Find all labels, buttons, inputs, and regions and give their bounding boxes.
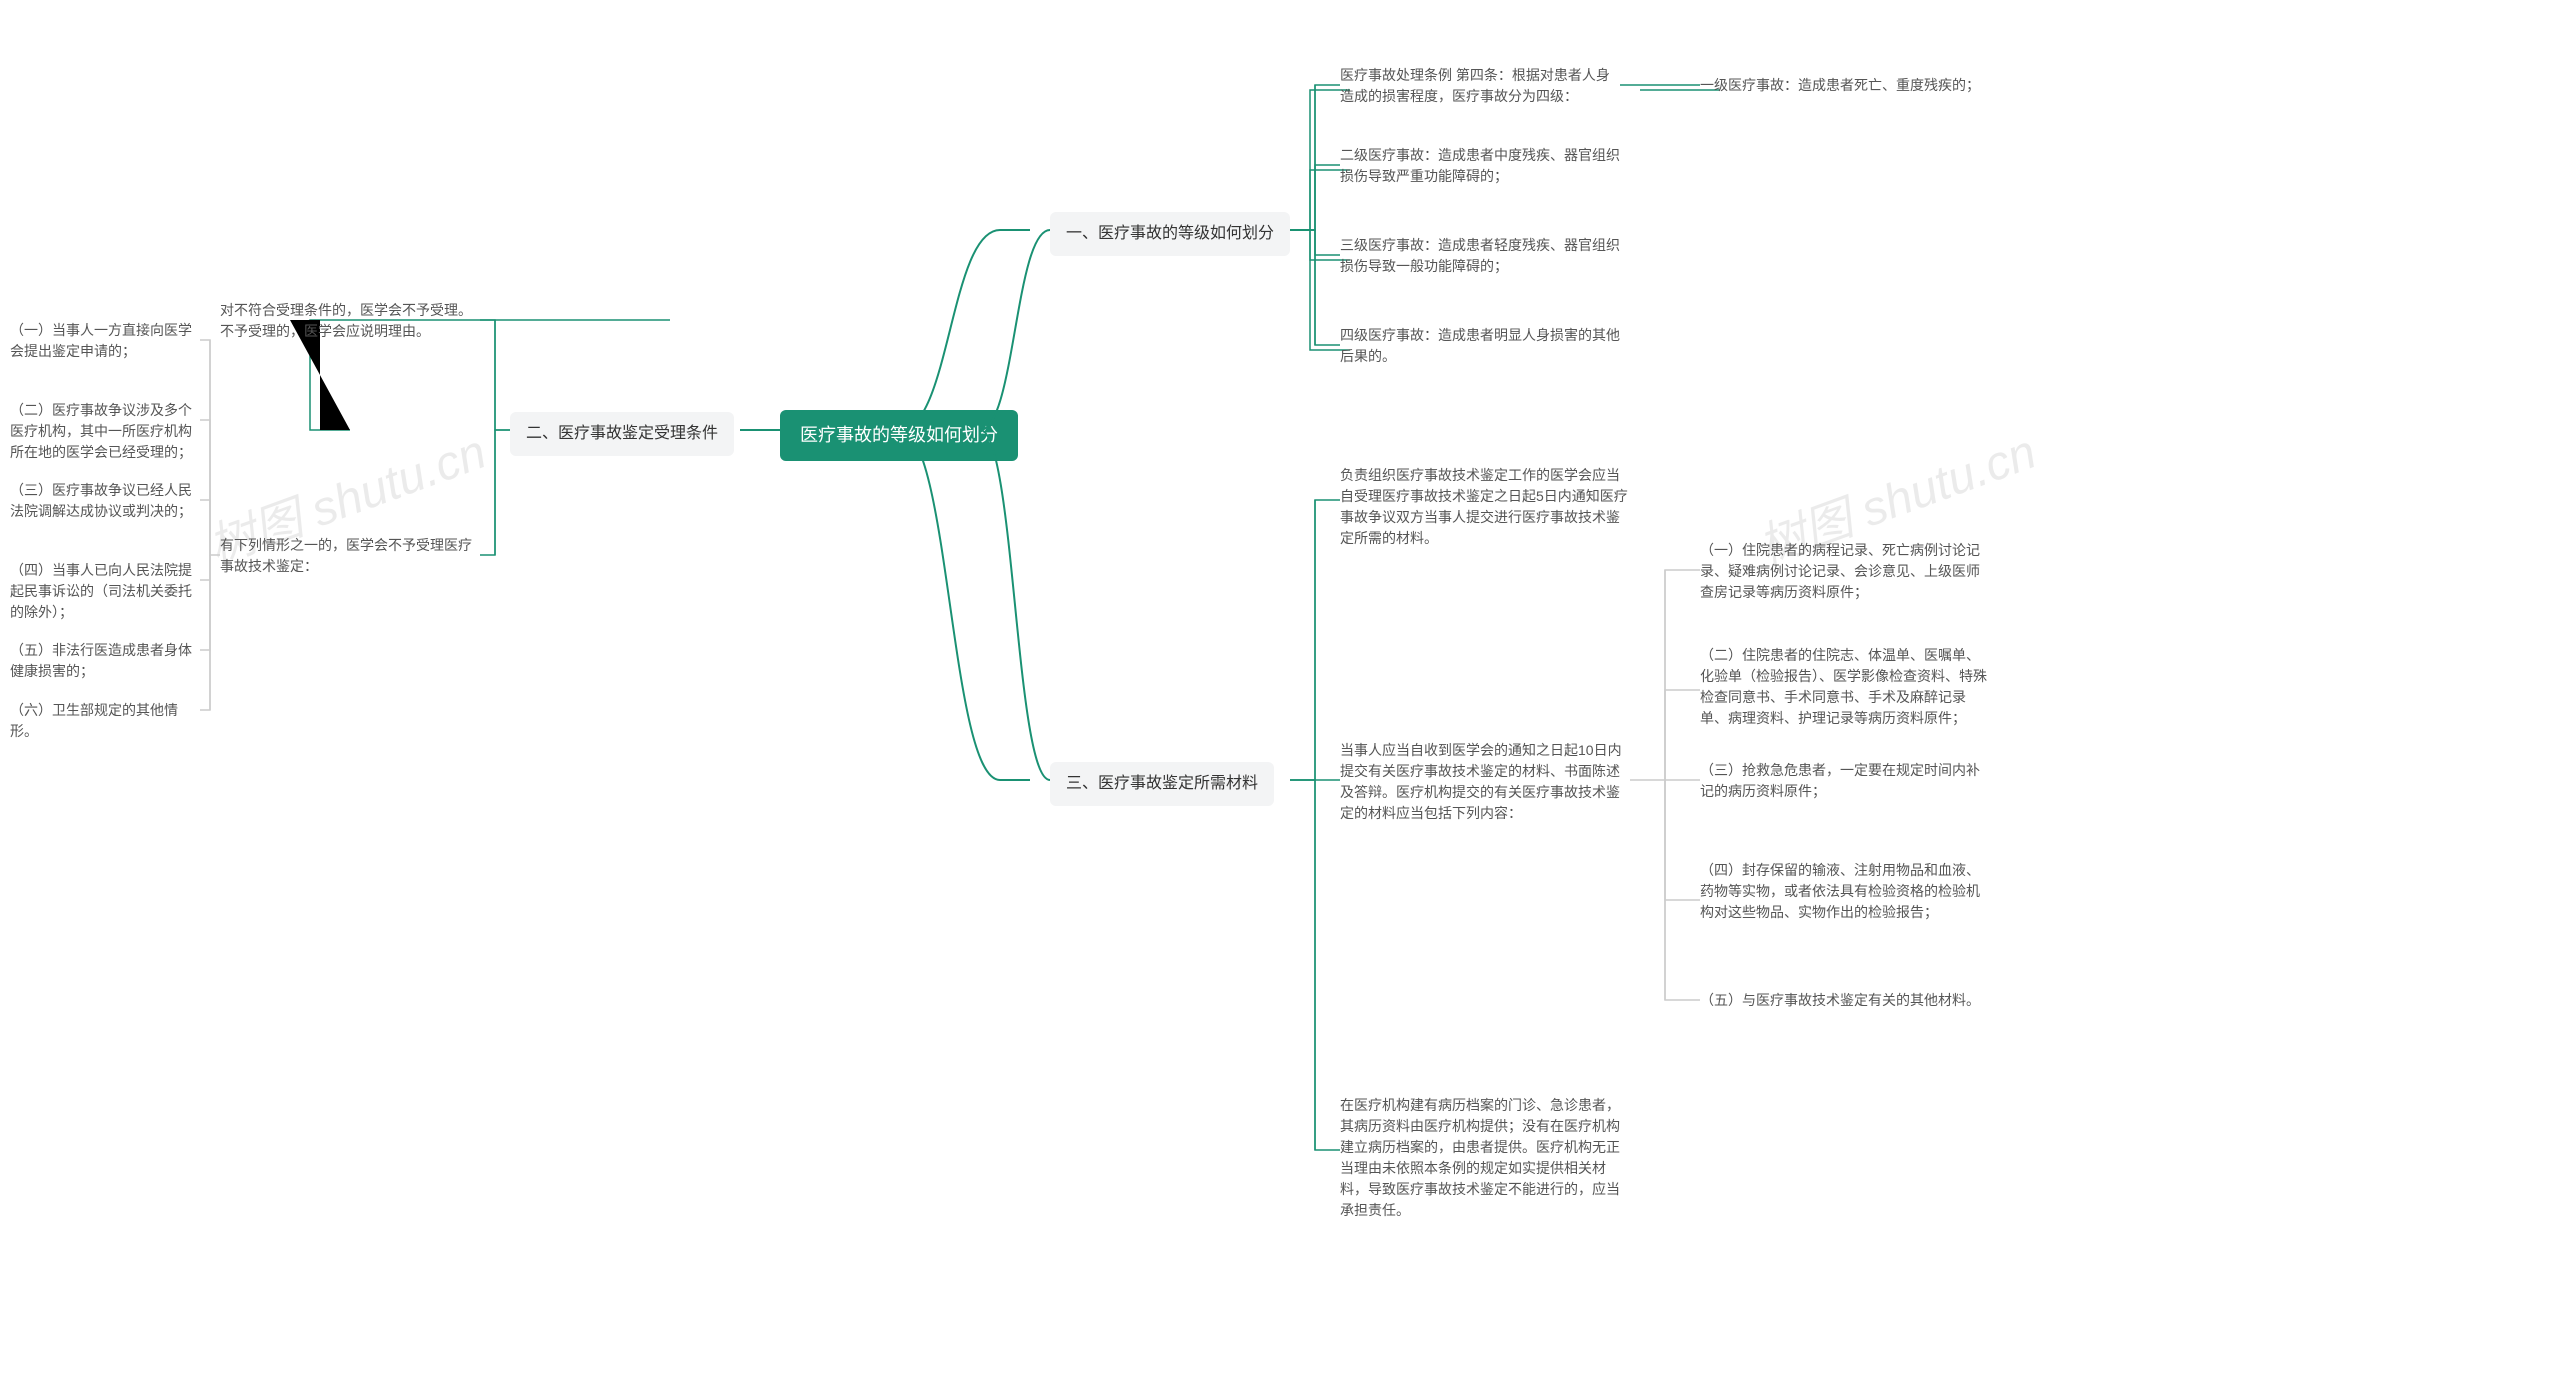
- r3-n2-c2: （二）住院患者的住院志、体温单、医嘱单、化验单（检验报告）、医学影像检查资料、特…: [1700, 645, 1990, 729]
- r1-n4: 四级医疗事故：造成患者明显人身损害的其他后果的。: [1340, 325, 1620, 367]
- l2-n2-c4: （四）当事人已向人民法院提起民事诉讼的（司法机关委托的除外）；: [10, 560, 200, 623]
- connectors-2: [0, 0, 2560, 1373]
- branch-1[interactable]: 一、医疗事故的等级如何划分: [1050, 212, 1290, 256]
- l2-n2-c5: （五）非法行医造成患者身体健康损害的；: [10, 640, 200, 682]
- l2-n2-c1: （一）当事人一方直接向医学会提出鉴定申请的；: [10, 320, 200, 362]
- branch-3[interactable]: 三、医疗事故鉴定所需材料: [1050, 762, 1274, 806]
- l2-n2-c3: （三）医疗事故争议已经人民法院调解达成协议或判决的；: [10, 480, 200, 522]
- l2-n2-c6: （六）卫生部规定的其他情形。: [10, 700, 200, 742]
- l2-n2: 有下列情形之一的，医学会不予受理医疗事故技术鉴定：: [220, 535, 480, 577]
- r3-n2-c3: （三）抢救急危患者，一定要在规定时间内补记的病历资料原件；: [1700, 760, 1990, 802]
- r3-n3: 在医疗机构建有病历档案的门诊、急诊患者，其病历资料由医疗机构提供；没有在医疗机构…: [1340, 1095, 1630, 1221]
- l2-n1: 对不符合受理条件的，医学会不予受理。不予受理的，医学会应说明理由。: [220, 300, 480, 342]
- r3-n2-c4: （四）封存保留的输液、注射用物品和血液、药物等实物，或者依法具有检验资格的检验机…: [1700, 860, 1990, 923]
- r3-n2: 当事人应当自收到医学会的通知之日起10日内提交有关医疗事故技术鉴定的材料、书面陈…: [1340, 740, 1630, 824]
- r3-n2-c1: （一）住院患者的病程记录、死亡病例讨论记录、疑难病例讨论记录、会诊意见、上级医师…: [1700, 540, 1990, 603]
- r1-n2: 二级医疗事故：造成患者中度残疾、器官组织损伤导致严重功能障碍的；: [1340, 145, 1620, 187]
- l2-n2-c2: （二）医疗事故争议涉及多个医疗机构，其中一所医疗机构所在地的医学会已经受理的；: [10, 400, 200, 463]
- r3-n1: 负责组织医疗事故技术鉴定工作的医学会应当自受理医疗事故技术鉴定之日起5日内通知医…: [1340, 465, 1630, 549]
- r1-n1-child: 一级医疗事故：造成患者死亡、重度残疾的；: [1700, 75, 1980, 96]
- r1-n1: 医疗事故处理条例 第四条：根据对患者人身造成的损害程度，医疗事故分为四级：: [1340, 65, 1620, 107]
- root-node[interactable]: 医疗事故的等级如何划分: [780, 410, 1018, 461]
- r3-n2-c5: （五）与医疗事故技术鉴定有关的其他材料。: [1700, 990, 1980, 1011]
- connectors: [0, 0, 2560, 1373]
- r1-n3: 三级医疗事故：造成患者轻度残疾、器官组织损伤导致一般功能障碍的；: [1340, 235, 1620, 277]
- branch-2[interactable]: 二、医疗事故鉴定受理条件: [510, 412, 734, 456]
